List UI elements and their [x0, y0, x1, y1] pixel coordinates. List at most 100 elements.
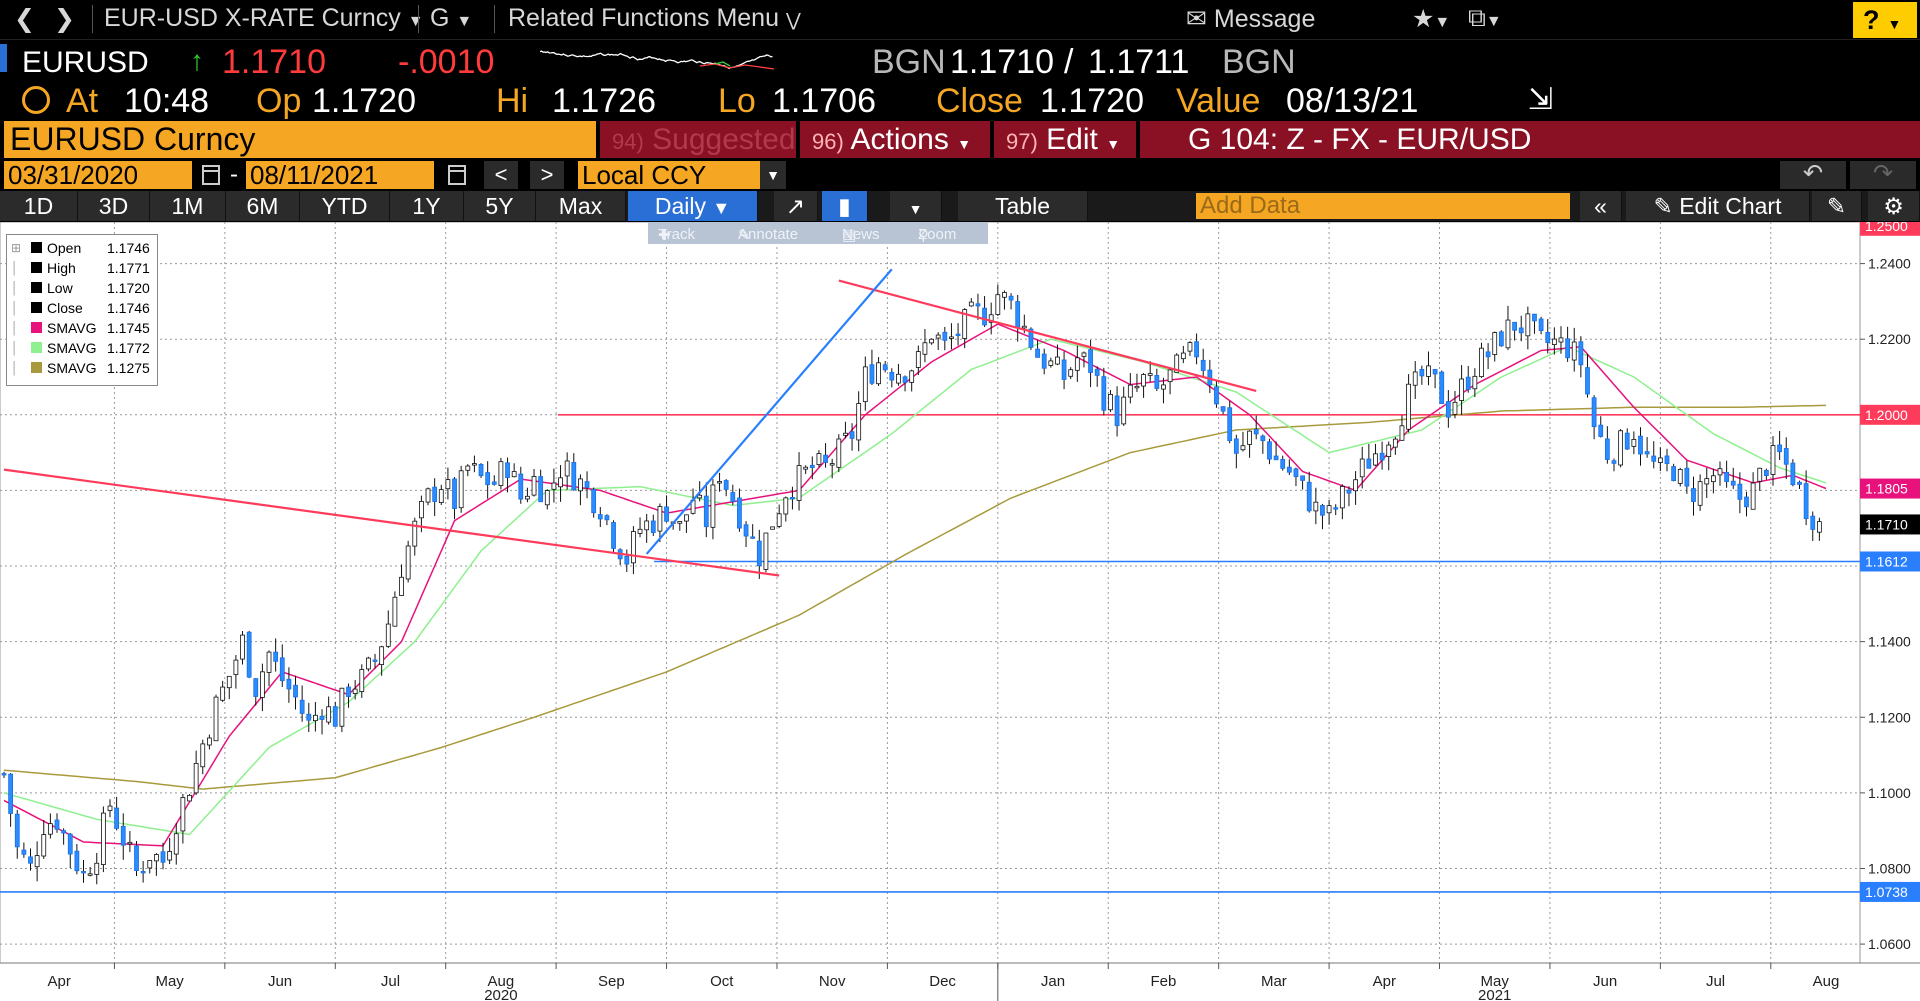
help-button[interactable]: ? ▼: [1853, 2, 1917, 38]
selection-marker: [0, 44, 7, 72]
frequency-select[interactable]: Daily ▼: [628, 191, 758, 221]
redo-button[interactable]: ↷: [1850, 161, 1916, 189]
forward-button[interactable]: ❯: [54, 5, 75, 33]
candle-body: [379, 646, 385, 665]
period-6m-button[interactable]: 6M: [226, 191, 300, 221]
candle-body: [1002, 292, 1007, 298]
candle-body: [14, 813, 20, 848]
related-functions-menu[interactable]: Related Functions Menu ⋁: [508, 4, 801, 33]
candle-body: [319, 715, 325, 720]
chart-id-field[interactable]: G 104: Z - FX - EUR/USD: [1140, 121, 1920, 158]
add-data-input[interactable]: Add Data: [1196, 193, 1570, 219]
candle-body: [458, 470, 464, 509]
candlestick-chart-button[interactable]: ▮: [822, 191, 868, 221]
actions-button[interactable]: 96) Actions ▼: [800, 121, 990, 158]
price-tag-label: 1.1612: [1865, 553, 1908, 569]
descending-trendline: [838, 279, 1257, 393]
price-tag-label: 1.2500: [1865, 222, 1908, 234]
legend-item[interactable]: │ High 1.1771: [11, 258, 157, 278]
chart-settings-icon[interactable]: ⇲: [1528, 83, 1554, 116]
chart-type-dropdown[interactable]: ▼: [890, 191, 942, 221]
legend-item[interactable]: ⊞ Open 1.1746: [11, 238, 157, 258]
candle-body: [1048, 360, 1054, 366]
period-3d-button[interactable]: 3D: [78, 191, 150, 221]
suggested-charts-button[interactable]: 94) Suggested Charts: [600, 121, 892, 158]
next-range-button[interactable]: >: [530, 161, 564, 189]
candle-body: [1293, 468, 1299, 478]
candle-body: [982, 307, 987, 326]
candle-body: [525, 495, 530, 500]
price-chart[interactable]: 1.06001.08001.10001.12001.14001.16001.18…: [0, 222, 1920, 1001]
candle-body: [87, 873, 93, 876]
candle-body: [1101, 376, 1107, 411]
price-tag-label: 1.2000: [1865, 407, 1908, 423]
end-date-input[interactable]: 08/11/2021: [246, 161, 434, 189]
chevron-down-icon: ▼: [1887, 16, 1902, 32]
candle-body: [637, 528, 643, 534]
message-button[interactable]: ✉ Message: [1186, 4, 1315, 34]
settings-button[interactable]: ⚙: [1868, 191, 1920, 221]
candle-body: [571, 462, 577, 491]
legend-value: 1.1772: [107, 340, 150, 356]
collapse-button[interactable]: «: [1580, 191, 1622, 221]
candle-body: [843, 432, 848, 436]
candle-body: [339, 687, 345, 727]
currency-select[interactable]: Local CCY: [578, 161, 760, 189]
candle-body: [1657, 457, 1663, 464]
track-text: Track: [658, 226, 695, 243]
security-title-menu[interactable]: EUR-USD X-RATE Curncy ▼: [104, 4, 424, 33]
security-name-field[interactable]: EURUSD Curncy: [4, 121, 596, 158]
candle-body: [1220, 406, 1226, 412]
period-max-button[interactable]: Max: [536, 191, 626, 221]
chart-properties-button[interactable]: ✎: [1812, 191, 1862, 221]
edit-button[interactable]: 97) Edit ▼: [994, 121, 1136, 158]
function-menu[interactable]: G ▼: [430, 4, 472, 33]
period-1m-button[interactable]: 1M: [150, 191, 226, 221]
launch-window-button[interactable]: ⧉▼: [1468, 4, 1502, 33]
calendar-icon[interactable]: [202, 165, 220, 185]
period-5y-button[interactable]: 5Y: [464, 191, 536, 221]
chart-legend[interactable]: ⊞ Open 1.1746 │ High 1.1771 │ Low 1.1720 │ Close 1.…: [6, 234, 158, 386]
period-ytd-button[interactable]: YTD: [300, 191, 390, 221]
ticker-symbol: EURUSD: [22, 46, 149, 79]
candle-body: [1240, 445, 1246, 451]
top-navigation-bar: ❮ ❯ EUR-USD X-RATE Curncy ▼ G ▼ Related …: [0, 0, 1920, 40]
candle-body: [246, 631, 252, 678]
edit-chart-button[interactable]: ✎ Edit Chart: [1626, 191, 1810, 221]
legend-item[interactable]: │ SMAVG 1.1745: [11, 318, 157, 338]
back-button[interactable]: ❮: [14, 5, 35, 33]
previous-range-button[interactable]: <: [484, 161, 518, 189]
legend-item[interactable]: │ Close 1.1746: [11, 298, 157, 318]
candle-body: [995, 294, 1001, 315]
candle-body: [1280, 459, 1286, 469]
candle-body: [366, 657, 371, 670]
legend-value: 1.1720: [107, 280, 150, 296]
legend-item[interactable]: │ SMAVG 1.1275: [11, 358, 157, 378]
period-1y-button[interactable]: 1Y: [390, 191, 464, 221]
undo-button[interactable]: ↶: [1780, 161, 1846, 189]
candle-body: [1320, 505, 1325, 516]
candle-body: [1313, 501, 1319, 512]
year-label: 2020: [484, 987, 517, 1001]
candle-body: [1783, 448, 1789, 465]
legend-item[interactable]: │ SMAVG 1.1772: [11, 338, 157, 358]
candle-body: [425, 488, 431, 503]
start-date-input[interactable]: 03/31/2020: [4, 161, 192, 189]
currency-dropdown[interactable]: ▼: [760, 161, 786, 189]
divider: [418, 5, 419, 33]
candle-body: [1174, 354, 1180, 373]
legend-name: SMAVG: [47, 360, 97, 376]
candle-body: [849, 431, 855, 439]
candle-body: [790, 496, 795, 500]
candle-body: [1233, 438, 1239, 454]
close-label: Close: [936, 82, 1023, 120]
table-view-button[interactable]: Table: [958, 191, 1088, 221]
x-tick-label: Apr: [1373, 973, 1396, 990]
calendar-icon[interactable]: [448, 165, 466, 185]
candle-body: [710, 484, 716, 528]
line-chart-button[interactable]: ↗: [774, 191, 818, 221]
favorites-button[interactable]: ★▼: [1412, 4, 1450, 34]
candle-body: [472, 463, 477, 466]
legend-item[interactable]: │ Low 1.1720: [11, 278, 157, 298]
period-1d-button[interactable]: 1D: [0, 191, 78, 221]
